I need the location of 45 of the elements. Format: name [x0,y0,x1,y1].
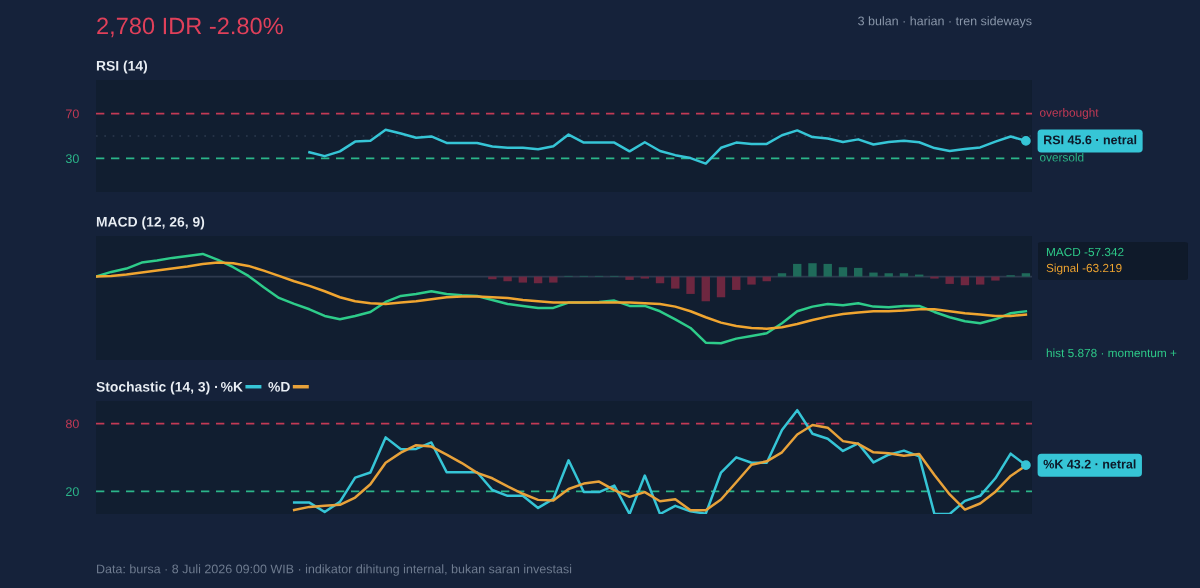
text: Data: bursa · 8 Juli 2026 09:00 WIB · indikator dihitung internal, bukan saran investasi [97,564,572,576]
bar [747,276,756,285]
bar [686,276,695,294]
bar [869,272,878,277]
ref-line-label: oversold [1039,152,1084,162]
bar [503,276,512,282]
bar [549,276,558,283]
bar [732,276,741,290]
y-tick-label: 70 [66,109,79,119]
text: 3 bulan · harian · tren sideways [858,16,1032,28]
legend-label: %D [268,381,290,392]
bar [991,276,1000,281]
bar [1021,273,1031,277]
bar [899,273,909,277]
legend-label: %K [220,381,243,392]
bar [625,276,634,280]
text: 2,780 IDR -2.80% [97,17,283,38]
bar [975,276,985,285]
text: %K 43.2 · netral [1043,459,1136,469]
y-tick-label: 80 [65,419,79,429]
chart-title: Stochastic (14, 3) · [96,381,218,395]
bar [884,273,893,277]
bar [777,273,787,277]
bar [808,263,817,277]
ref-line-label: overbought [1039,108,1099,120]
text: MACD -57.342 [1046,247,1124,257]
text: RSI 45.6 · netral [1044,135,1137,145]
text: Signal -63.219 [1046,263,1122,275]
bar [518,276,528,283]
y-tick-label: 20 [66,487,79,497]
bar [915,274,924,277]
bar [671,276,680,289]
bar [854,267,863,277]
bar [823,263,832,277]
text: hist 5.878 · momentum + [1046,348,1177,358]
chart-title: RSI (14) [96,60,148,74]
bar [930,276,939,279]
chart-title: MACD (12, 26, 9) [96,216,205,230]
bar [793,263,802,277]
bar [838,267,848,277]
bar [701,276,710,302]
y-tick-label: 30 [65,154,79,164]
bar [640,276,649,279]
bar [945,276,954,284]
bar [716,276,726,298]
